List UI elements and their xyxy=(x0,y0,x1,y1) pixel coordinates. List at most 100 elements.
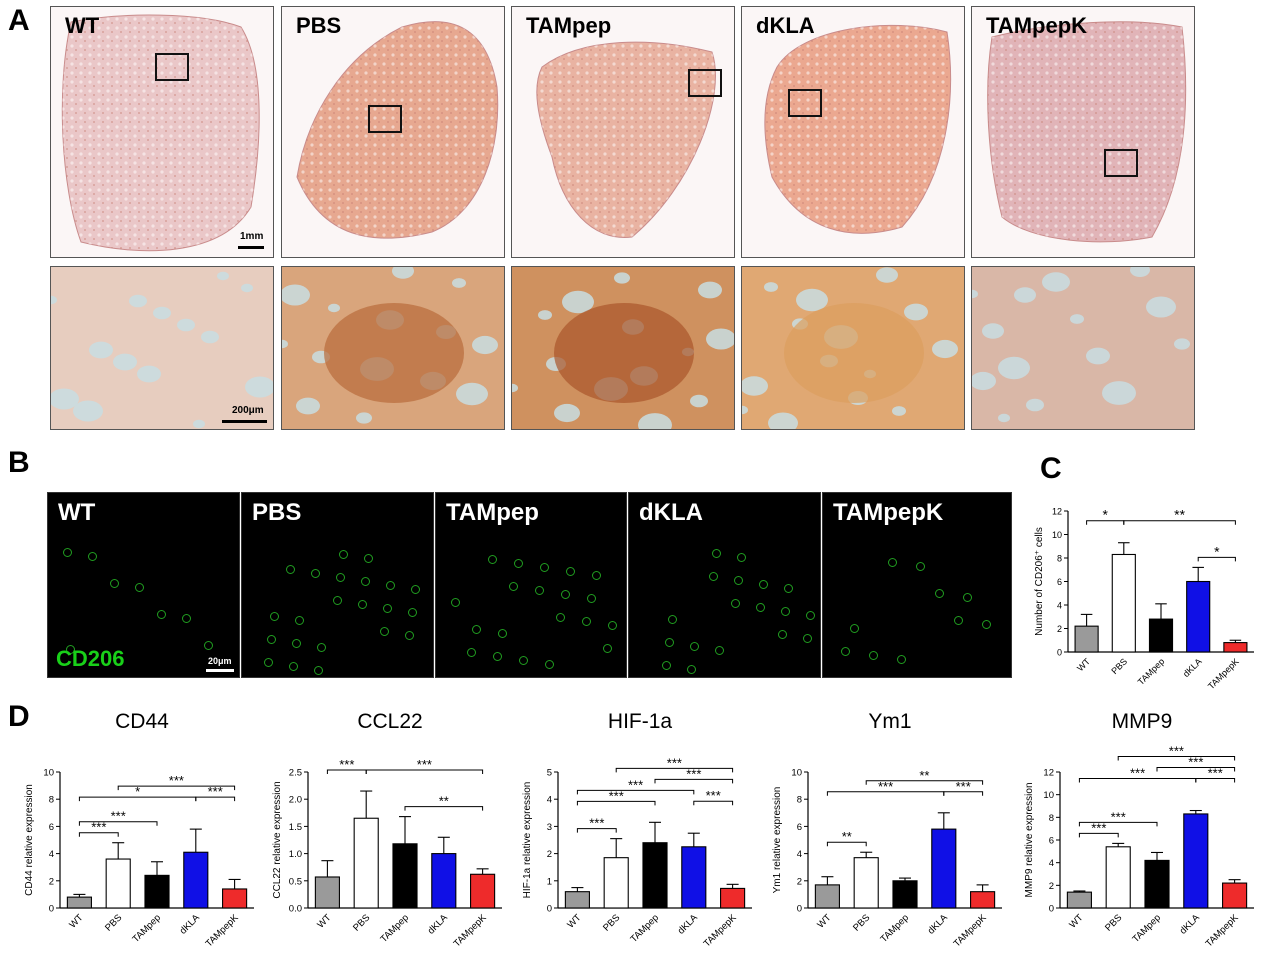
region-of-interest-box xyxy=(688,69,722,97)
bar-dkla xyxy=(183,851,209,909)
cd206-positive-cell xyxy=(712,549,721,558)
x-tick-label: WT xyxy=(565,912,583,930)
fluorescence-tile-wt: WT xyxy=(47,492,240,678)
bar-tampep xyxy=(1144,859,1170,909)
bar-tampepk xyxy=(1223,642,1248,653)
bar-tampep xyxy=(892,880,918,909)
cd206-positive-cell xyxy=(759,580,768,589)
zoom-tile-wt xyxy=(50,266,274,430)
y-axis-label: CCL22 relative expression xyxy=(272,781,283,898)
cd206-positive-cell xyxy=(603,644,612,653)
overview-tile-dkla: dKLA xyxy=(741,6,965,258)
significance-stars: ** xyxy=(919,768,929,783)
x-tick-label: TAMpep xyxy=(1130,912,1163,945)
cd206-positive-cell xyxy=(982,620,991,629)
y-axis-label: MMP9 relative expression xyxy=(1024,782,1035,897)
y-tick-label: 1.5 xyxy=(289,822,302,833)
significance-stars: *** xyxy=(1130,766,1145,781)
cd206-positive-cell xyxy=(267,635,276,644)
bar-tampepk xyxy=(470,873,496,909)
x-tick-label: dKLA xyxy=(178,912,203,937)
chart-ccl22: CCL22 0.0 0.5 1.0 1.5 2.0 2.5 CCL22 relative ex… xyxy=(270,710,510,960)
y-tick-label: 2 xyxy=(49,876,54,887)
fluorescence-tile-pbs: PBS xyxy=(241,492,434,678)
x-tick-label: TAMpep xyxy=(130,912,163,945)
zoom-tile-tampepk xyxy=(971,266,1195,430)
y-tick-label: 4 xyxy=(49,849,54,860)
chart-title: Ym1 xyxy=(868,710,912,733)
significance-stars: ** xyxy=(1174,507,1185,523)
y-tick-label: 2 xyxy=(797,876,802,887)
bar-tampepk xyxy=(222,888,248,909)
significance-bracket xyxy=(1195,778,1236,783)
cd206-positive-cell xyxy=(405,631,414,640)
chart-cd206-count: 0 2 4 6 8 10 12 Number of CD206⁺ cells WT PBS TAMp… xyxy=(1030,485,1262,700)
cd206-positive-cell xyxy=(916,562,925,571)
cd206-positive-cell xyxy=(493,652,502,661)
y-tick-label: 2.0 xyxy=(289,795,302,806)
cd206-positive-cell xyxy=(582,617,591,626)
cd206-positive-cell xyxy=(380,627,389,636)
cd206-positive-cell xyxy=(66,645,75,654)
bar-wt xyxy=(1074,625,1099,653)
cd206-positive-cell xyxy=(897,655,906,664)
cd206-positive-cell xyxy=(803,634,812,643)
x-tick-label: TAMpepK xyxy=(452,912,490,950)
y-tick-label: 10 xyxy=(1043,790,1054,801)
bar-tampepk xyxy=(720,887,746,909)
zoomed-tissue-image xyxy=(282,267,498,424)
bar-pbs xyxy=(603,857,629,909)
significance-bracket xyxy=(404,806,484,811)
y-tick-label: 6 xyxy=(49,822,54,833)
bar-tampep xyxy=(144,874,170,909)
cd206-positive-cell xyxy=(408,608,417,617)
y-tick-label: 0 xyxy=(49,904,54,915)
chart-cd44: CD44 0 2 4 6 8 10 CD44 relative expression WT PBS… xyxy=(22,710,262,960)
y-axis-label: CD44 relative expression xyxy=(24,784,35,896)
chart-svg: 0 2 4 6 8 10 12 Number of CD206⁺ cells WT PBS TAMp… xyxy=(1034,507,1254,691)
bar-wt xyxy=(814,884,840,909)
significance-bracket xyxy=(865,780,984,785)
overview-tile-wt: WT xyxy=(50,6,274,258)
y-tick-label: 0 xyxy=(1049,904,1054,915)
y-tick-label: 10 xyxy=(791,768,802,779)
significance-stars: *** xyxy=(111,809,126,824)
cd206-positive-cell xyxy=(784,584,793,593)
cd206-positive-cell xyxy=(467,648,476,657)
region-of-interest-box xyxy=(155,53,189,81)
cd206-positive-cell xyxy=(358,600,367,609)
bar-dkla xyxy=(1183,813,1209,909)
chart-title: CD44 xyxy=(115,710,169,733)
bar-tampep xyxy=(392,843,418,909)
significance-stars: * xyxy=(135,784,140,799)
scale-bar-1mm xyxy=(238,246,264,249)
cd206-positive-cell xyxy=(556,613,565,622)
x-tick-label: TAMpepK xyxy=(1206,656,1241,691)
x-tick-label: TAMpepK xyxy=(702,912,740,950)
cd206-positive-cell xyxy=(592,571,601,580)
significance-bracket xyxy=(1123,520,1236,525)
cd206-positive-cell xyxy=(509,582,518,591)
cd206-positive-cell xyxy=(333,596,342,605)
x-tick-label: TAMpep xyxy=(1136,656,1167,687)
bar-pbs xyxy=(1105,846,1131,909)
significance-stars: *** xyxy=(667,755,682,770)
y-tick-label: 0 xyxy=(1057,648,1062,658)
x-tick-label: TAMpep xyxy=(628,912,661,945)
cd206-positive-cell xyxy=(963,593,972,602)
cd206-positive-cell xyxy=(63,548,72,557)
cd206-positive-cell xyxy=(935,589,944,598)
x-tick-label: dKLA xyxy=(926,912,951,937)
cd206-positive-cell xyxy=(869,651,878,660)
bar-dkla xyxy=(431,853,457,909)
y-tick-label: 4 xyxy=(547,795,552,806)
cd206-positive-cell xyxy=(888,558,897,567)
significance-bracket xyxy=(78,821,158,826)
y-axis-label: HIF-1a relative expression xyxy=(522,782,533,899)
lung-section-image xyxy=(536,41,716,238)
cd206-positive-cell xyxy=(587,594,596,603)
cd206-positive-cell xyxy=(270,612,279,621)
zoom-tile-tampep xyxy=(511,266,735,430)
cd206-positive-cell xyxy=(314,666,323,675)
cd206-positive-cell xyxy=(540,563,549,572)
